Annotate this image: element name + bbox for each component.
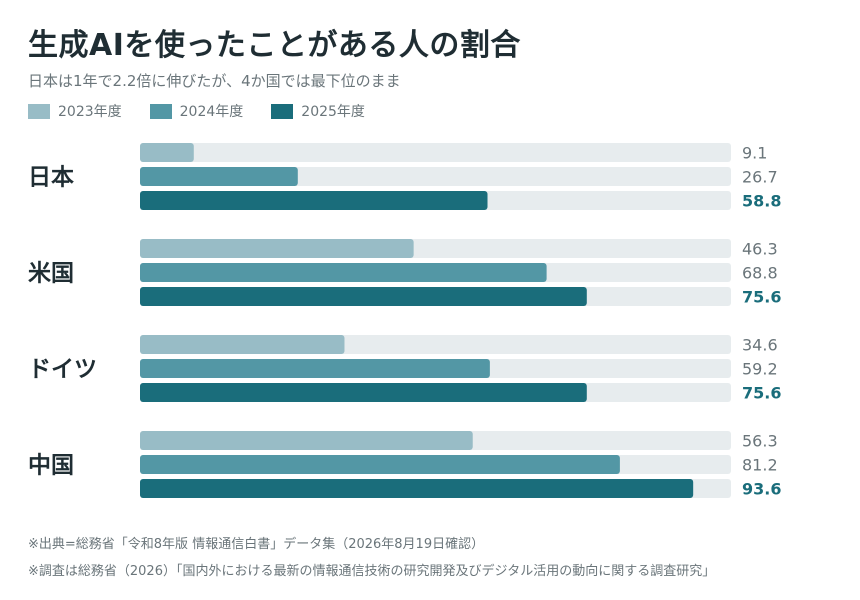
legend-label-2024: 2024年度 xyxy=(179,104,244,120)
bar-china-2025 xyxy=(140,479,694,498)
value-label-japan-2025: 58.8 xyxy=(742,192,781,211)
legend-swatch-2023 xyxy=(28,103,50,119)
category-label-japan: 日本 xyxy=(28,165,74,191)
value-label-usa-2024: 68.8 xyxy=(742,264,778,283)
bar-germany-2024 xyxy=(140,359,490,378)
bar-group-usa: 米国 46.3 68.8 75.6 xyxy=(28,239,781,307)
legend-swatch-2024 xyxy=(149,103,172,119)
bar-group-china: 中国 56.3 81.2 93.6 xyxy=(28,431,781,499)
chart-title: 生成AIを使ったことがある人の割合 xyxy=(28,28,521,63)
category-label-usa: 米国 xyxy=(28,261,74,287)
value-label-germany-2023: 34.6 xyxy=(742,336,778,355)
legend-item-2024: 2024年度 xyxy=(149,101,244,121)
bar-usa-2023 xyxy=(140,239,414,258)
bar-japan-2024 xyxy=(140,167,298,186)
bar-track-japan-2023 xyxy=(140,143,731,162)
category-label-germany: ドイツ xyxy=(28,357,97,383)
value-label-usa-2025: 75.6 xyxy=(742,288,781,307)
bar-usa-2024 xyxy=(140,263,547,282)
value-label-germany-2025: 75.6 xyxy=(742,384,781,403)
bar-usa-2025 xyxy=(140,287,587,306)
value-label-germany-2024: 59.2 xyxy=(742,360,778,379)
value-label-china-2025: 93.6 xyxy=(742,480,781,499)
value-label-china-2023: 56.3 xyxy=(742,432,778,451)
category-label-china: 中国 xyxy=(28,453,74,479)
bar-japan-2025 xyxy=(140,191,488,210)
legend-item-2023: 2023年度 xyxy=(28,101,122,121)
bar-germany-2023 xyxy=(140,335,345,354)
value-label-japan-2024: 26.7 xyxy=(742,168,778,187)
bar-germany-2025 xyxy=(140,383,587,402)
legend-item-2025: 2025年度 xyxy=(271,101,365,121)
bar-chart: 日本 9.1 26.7 58.8 米国 46.3 68.8 75.6 ドイツ 34.6 59.2 75… xyxy=(28,143,781,499)
bar-china-2024 xyxy=(140,455,620,474)
value-label-japan-2023: 9.1 xyxy=(742,144,767,163)
bar-china-2023 xyxy=(140,431,473,450)
bar-group-germany: ドイツ 34.6 59.2 75.6 xyxy=(28,335,781,403)
chart-subtitle: 日本は1年で2.2倍に伸びたが、4か国では最下位のまま xyxy=(28,72,401,90)
legend-label-2025: 2025年度 xyxy=(301,104,365,120)
value-label-china-2024: 81.2 xyxy=(742,456,778,475)
bar-japan-2023 xyxy=(140,143,194,162)
chart-legend: 2023年度 2024年度 2025年度 xyxy=(28,100,393,122)
legend-label-2023: 2023年度 xyxy=(58,104,122,120)
bar-group-japan: 日本 9.1 26.7 58.8 xyxy=(28,143,781,211)
survey-note: ※調査は総務省（2026）「国内外における最新の情報通信技術の研究開発及びデジタ… xyxy=(28,564,716,579)
value-label-usa-2023: 46.3 xyxy=(742,240,778,259)
source-note: ※出典=総務省「令和8年版 情報通信白書」データ集（2026年8月19日確認） xyxy=(28,537,485,552)
legend-swatch-2025 xyxy=(271,103,294,119)
